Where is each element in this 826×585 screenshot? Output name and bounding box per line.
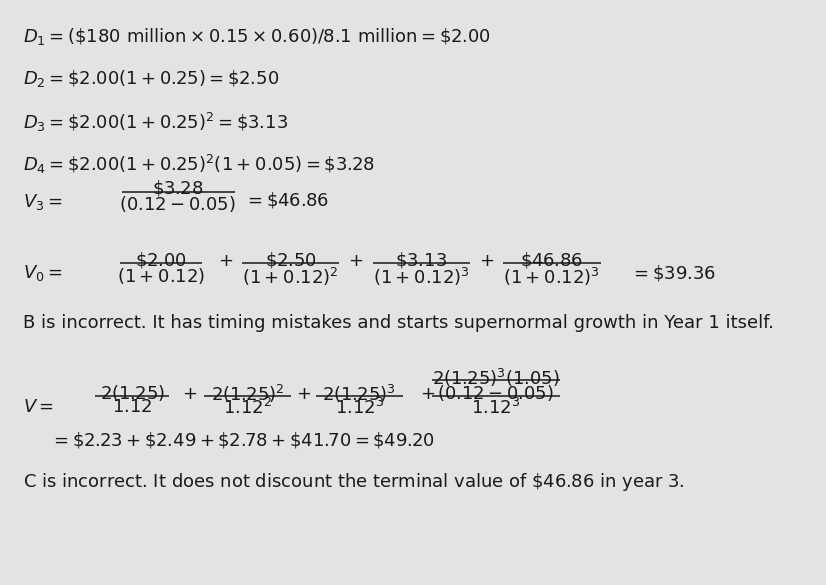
Text: $1.12^3$: $1.12^3$ <box>471 398 520 418</box>
Text: $1.12$: $1.12$ <box>112 398 152 417</box>
Text: C is incorrect. It does not discount the terminal value of $\$46.86$ in year 3.: C is incorrect. It does not discount the… <box>23 471 685 493</box>
Text: $+$: $+$ <box>479 252 494 270</box>
Text: $+$: $+$ <box>296 385 311 402</box>
Text: $= \$39.36$: $= \$39.36$ <box>630 263 716 283</box>
Text: $D_3 = \$2.00(1 + 0.25)^2 = \$3.13$: $D_3 = \$2.00(1 + 0.25)^2 = \$3.13$ <box>23 111 288 133</box>
Text: $D_4 = \$2.00(1 + 0.25)^2(1 + 0.05) = \$3.28$: $D_4 = \$2.00(1 + 0.25)^2(1 + 0.05) = \$… <box>23 153 375 176</box>
Text: $\$3.13$: $\$3.13$ <box>395 250 448 270</box>
Text: $V_3 =$: $V_3 =$ <box>23 192 63 212</box>
Text: $(1 + 0.12)^3$: $(1 + 0.12)^3$ <box>373 266 470 288</box>
Text: $\$3.28$: $\$3.28$ <box>152 178 203 198</box>
Text: $D_1 = (\$180\ \mathrm{million} \times 0.15 \times 0.60)/8.1\ \mathrm{million} =: $D_1 = (\$180\ \mathrm{million} \times 0… <box>23 26 491 47</box>
Text: $+$: $+$ <box>420 385 435 402</box>
Text: $(0.12 - 0.05)$: $(0.12 - 0.05)$ <box>437 383 554 402</box>
Text: $+$: $+$ <box>183 385 197 402</box>
Text: $2(1.25)^3(1.05)$: $2(1.25)^3(1.05)$ <box>432 367 559 389</box>
Text: $(0.12 - 0.05)$: $(0.12 - 0.05)$ <box>119 194 236 214</box>
Text: $= \$46.86$: $= \$46.86$ <box>244 190 329 210</box>
Text: $+$: $+$ <box>218 252 234 270</box>
Text: $D_2 = \$2.00(1 + 0.25) = \$2.50$: $D_2 = \$2.00(1 + 0.25) = \$2.50$ <box>23 68 279 90</box>
Text: $V =$: $V =$ <box>23 398 54 415</box>
Text: $2(1.25)$: $2(1.25)$ <box>100 383 164 402</box>
Text: $(1 + 0.12)$: $(1 + 0.12)$ <box>117 266 205 285</box>
Text: $= \$2.23 + \$2.49 + \$2.78 + \$41.70 = \$49.20$: $= \$2.23 + \$2.49 + \$2.78 + \$41.70 = … <box>50 430 434 450</box>
Text: $2(1.25)^2$: $2(1.25)^2$ <box>211 383 284 405</box>
Text: $+$: $+$ <box>349 252 363 270</box>
Text: $\$46.86$: $\$46.86$ <box>520 250 583 270</box>
Text: $V_0 =$: $V_0 =$ <box>23 263 63 283</box>
Text: $2(1.25)^3$: $2(1.25)^3$ <box>322 383 396 405</box>
Text: $(1 + 0.12)^3$: $(1 + 0.12)^3$ <box>503 266 601 288</box>
Text: $\$2.50$: $\$2.50$ <box>265 250 316 270</box>
Text: $1.12^2$: $1.12^2$ <box>223 398 273 418</box>
Text: $(1 + 0.12)^2$: $(1 + 0.12)^2$ <box>243 266 339 288</box>
Text: $\$2.00$: $\$2.00$ <box>135 250 187 270</box>
Text: $1.12^3$: $1.12^3$ <box>335 398 384 418</box>
Text: B is incorrect. It has timing mistakes and starts supernormal growth in Year 1 i: B is incorrect. It has timing mistakes a… <box>23 314 774 332</box>
